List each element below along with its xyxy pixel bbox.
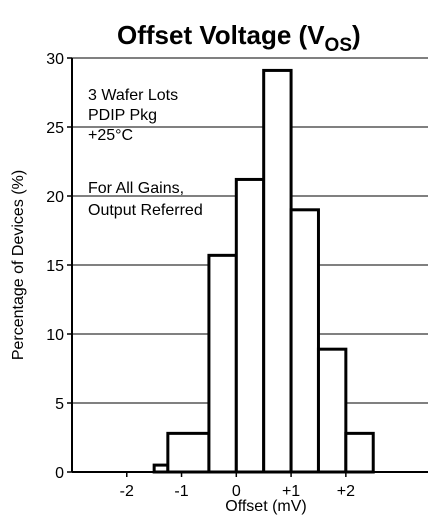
chart-title: Offset Voltage (VOS): [117, 20, 361, 56]
histogram-bar-4: [234, 177, 266, 474]
annotation-output-referred: Output Referred: [88, 202, 203, 219]
chart-title-subscript: OS: [325, 35, 352, 56]
chart-title-main: Offset Voltage (V: [117, 20, 325, 50]
y-axis-label: Percentage of Devices (%): [10, 170, 27, 360]
y-tick-label-25: 25: [46, 120, 64, 137]
x-ticks-layer: -2 -1 0 +1 +2: [120, 472, 355, 500]
y-tick-label-5: 5: [55, 396, 64, 413]
chart-title-end: ): [352, 20, 361, 50]
x-tick-label--1: -1: [174, 483, 188, 500]
y-tick-label-10: 10: [46, 327, 64, 344]
x-tick-label--2: -2: [120, 483, 134, 500]
annotation-wafer-lots: 3 Wafer Lots: [88, 87, 178, 104]
x-axis-label: Offset (mV): [225, 498, 307, 515]
y-ticks-layer: 0 5 10 15 20 25 30: [46, 51, 72, 482]
annotation-temperature: +25°C: [88, 127, 133, 144]
y-tick-label-0: 0: [55, 465, 64, 482]
y-tick-label-30: 30: [46, 51, 64, 68]
histogram-bar-6: [289, 208, 320, 474]
y-tick-label-15: 15: [46, 258, 64, 275]
histogram-bar-2: [166, 431, 211, 474]
annotation-gains: For All Gains,: [88, 180, 184, 197]
x-tick-label-2: +2: [337, 483, 355, 500]
y-tick-label-20: 20: [46, 189, 64, 206]
histogram-bar-1: [152, 463, 170, 474]
histogram-bar-3: [207, 253, 238, 474]
x-tick-label-0: 0: [232, 483, 241, 500]
bars-layer: [152, 68, 375, 474]
histogram-bar-5: [262, 68, 293, 474]
histogram-bar-7: [316, 347, 348, 474]
x-tick-label-1: +1: [282, 483, 300, 500]
histogram-bar-8: [344, 431, 375, 474]
annotation-package: PDIP Pkg: [88, 107, 157, 124]
